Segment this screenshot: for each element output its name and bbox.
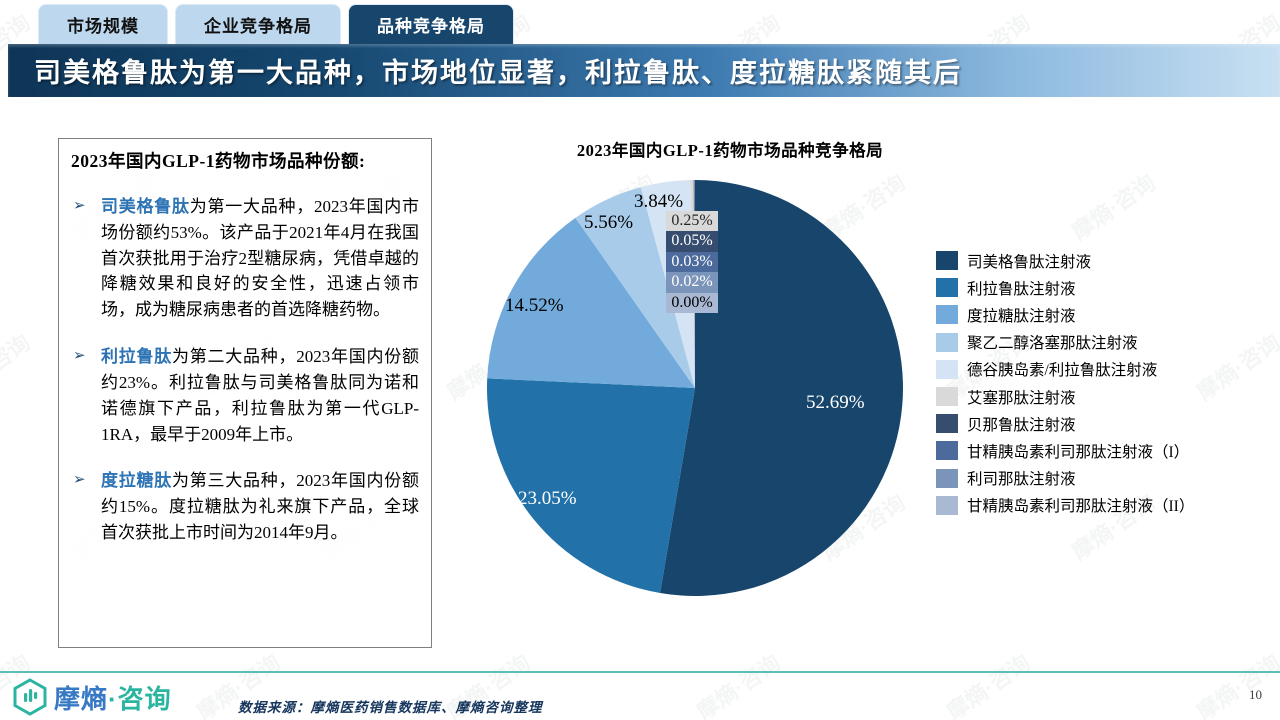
tab-market-size[interactable]: 市场规模 [38,4,168,44]
legend-label: 甘精胰岛素利司那肽注射液（I） [967,443,1190,461]
legend-swatch [936,468,958,488]
legend-label: 甘精胰岛素利司那肽注射液（II） [967,498,1195,516]
legend-label: 贝那鲁肽注射液 [967,416,1076,434]
legend-swatch [936,305,958,325]
bullet-liraglutide: ➢ 利拉鲁肽为第二大品种，2023年国内份额约23%。利拉鲁肽与司美格鲁肽同为诺和… [71,344,419,447]
legend-item-3: 聚乙二醇洛塞那肽注射液 [936,329,1194,356]
footer-logo: 摩熵·咨询 [12,678,172,716]
legend-item-1: 利拉鲁肽注射液 [936,274,1194,301]
legend-item-5: 艾塞那肽注射液 [936,383,1194,410]
chart-title: 2023年国内GLP-1药物市场品种竞争格局 [576,141,884,160]
pie-label-dulaglutide: 14.52% [505,295,564,316]
legend-item-4: 德谷胰岛素/利拉鲁肽注射液 [936,356,1194,383]
bullet-arrow-icon: ➢ [73,472,86,489]
legend-swatch [936,495,958,515]
legend-label: 德谷胰岛素/利拉鲁肽注射液 [967,362,1158,380]
legend-label: 利拉鲁肽注射液 [967,280,1076,298]
pie-label-glargine-lixisenatide-2: 0.00% [666,292,718,313]
bullet-keyword: 司美格鲁肽 [101,197,190,216]
pie-label-polyethylene: 5.56% [584,212,634,233]
legend-swatch [936,387,958,407]
legend-swatch [936,278,958,298]
pie-slice-3 [575,187,695,388]
logo-hexagon-icon [13,678,47,716]
pie-label-degludec: 3.84% [634,191,684,212]
legend-label: 司美格鲁肽注射液 [967,253,1092,271]
legend-item-0: 司美格鲁肽注射液 [936,247,1194,274]
summary-textbox: 2023年国内GLP-1药物市场品种份额: ➢ 司美格鲁肽为第一大品种，2023年… [58,138,432,648]
legend-label: 艾塞那肽注射液 [967,389,1076,407]
page-title: 司美格鲁肽为第一大品种，市场地位显著，利拉鲁肽、度拉糖肽紧随其后 [34,58,962,88]
legend-swatch [936,332,958,352]
header-bar: 司美格鲁肽为第一大品种，市场地位显著，利拉鲁肽、度拉糖肽紧随其后 [8,44,1280,97]
pie-slice-2 [487,217,695,388]
bullet-arrow-icon: ➢ [73,198,86,214]
bullet-keyword: 度拉糖肽 [101,471,172,491]
legend-swatch [936,414,958,434]
logo-text-teal: ·咨询 [108,683,172,714]
tabs-row: 市场规模 企业竞争格局 品种竞争格局 [38,4,514,44]
bullet-keyword: 利拉鲁肽 [101,347,172,367]
pie-label-semaglutide: 52.69% [806,392,865,413]
legend-label: 利司那肽注射液 [967,471,1076,489]
legend-item-6: 贝那鲁肽注射液 [936,410,1194,437]
data-source-note: 数据来源：摩熵医药销售数据库、摩熵咨询整理 [238,700,543,715]
logo-text: 摩熵·咨询 [54,679,172,716]
pie-slice-1 [486,378,695,594]
legend-item-7: 甘精胰岛素利司那肽注射液（I） [936,437,1194,464]
pie-label-exenatide: 0.25% [666,211,718,232]
pie-label-lixisenatide: 0.02% [666,272,718,293]
pie-slice-0 [660,180,903,596]
legend-item-9: 甘精胰岛素利司那肽注射液（II） [936,492,1194,519]
logo-text-blue: 摩熵 [54,683,109,714]
chart-legend: 司美格鲁肽注射液 利拉鲁肽注射液 度拉糖肽注射液聚乙二醇洛塞那肽注射液德谷胰岛素/利… [936,247,1194,519]
tab-variety-competition[interactable]: 品种竞争格局 [348,4,514,44]
bullet-dulaglutide: ➢ 度拉糖肽为第三大品种，2023年国内份额约15%。度拉糖肽为礼来旗下产品，全球… [71,468,419,545]
legend-item-8: 利司那肽注射液 [936,465,1194,492]
legend-label: 聚乙二醇洛塞那肽注射液 [967,335,1138,353]
bullet-text: 为第二大品种，2023年国内份额约23%。利拉鲁肽与司美格鲁肽同为诺和诺德旗下产… [101,347,419,444]
bullet-arrow-icon: ➢ [73,348,86,365]
bullet-text: 为第三大品种，2023年国内份额约15%。度拉糖肽为礼来旗下产品，全球首次获批上… [101,471,419,543]
page-number: 10 [1249,687,1262,702]
legend-swatch [936,441,958,461]
legend-swatch [936,251,958,271]
footer-divider [0,671,1280,673]
pie-label-liraglutide: 23.05% [518,488,577,509]
legend-label: 度拉糖肽注射液 [967,307,1076,325]
tab-company-competition[interactable]: 企业竞争格局 [175,4,341,44]
textbox-heading: 2023年国内GLP-1药物市场品种份额: [71,151,366,171]
bullet-semaglutide: ➢ 司美格鲁肽为第一大品种，2023年国内市场份额约53%。该产品于2021年4月… [71,194,419,323]
pie-label-beinaglutide: 0.05% [666,231,718,252]
legend-item-2: 度拉糖肽注射液 [936,301,1194,328]
pie-label-glargine-lixisenatide-1: 0.03% [666,251,718,273]
bullet-text: 为第一大品种，2023年国内市场份额约53%。该产品于2021年4月在我国首次获… [101,197,419,320]
legend-swatch [936,359,958,379]
